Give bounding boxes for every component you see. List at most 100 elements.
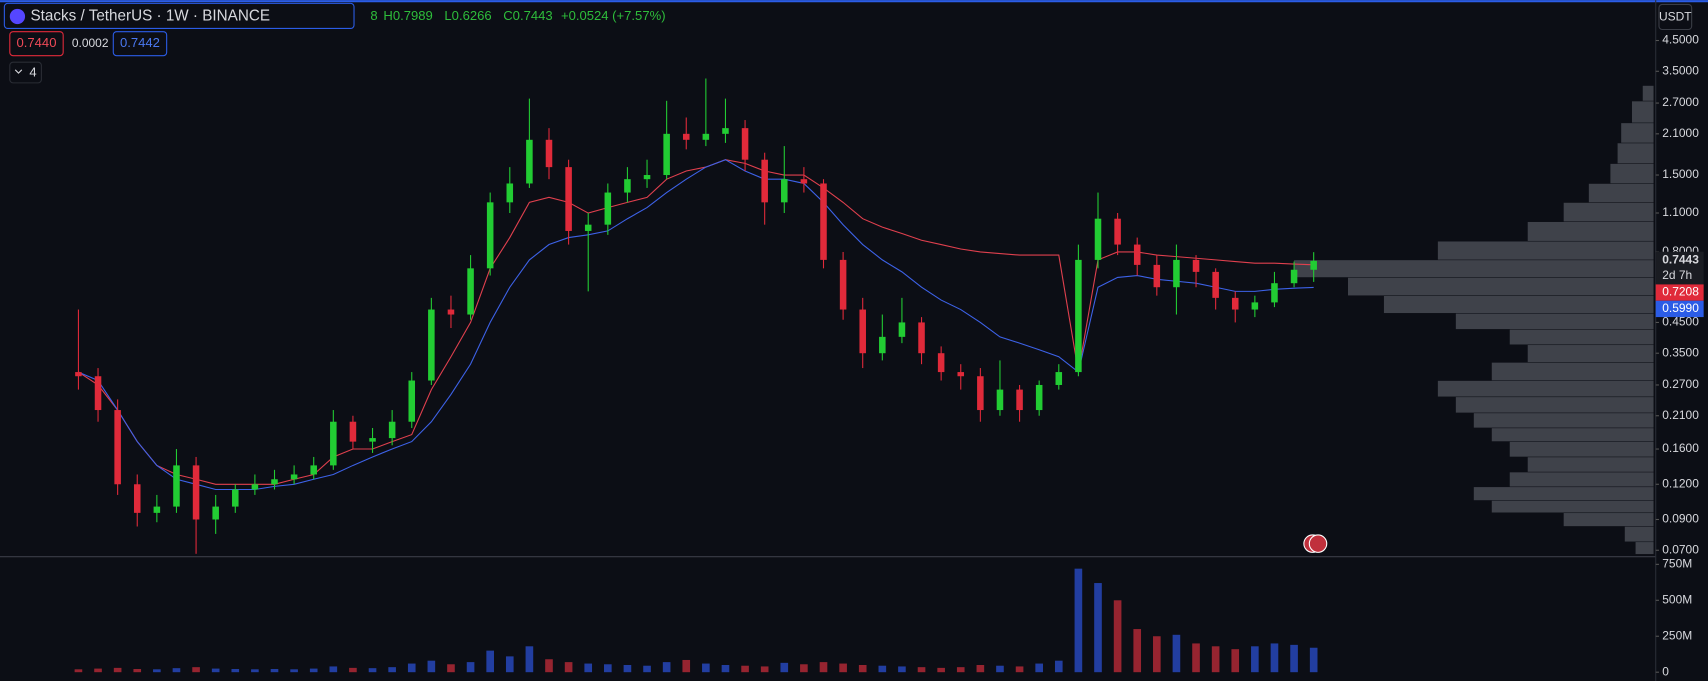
volume-tick-label: 0 <box>1662 664 1669 678</box>
volume-bar <box>153 669 161 673</box>
bid-box[interactable] <box>9 31 64 57</box>
candle-body <box>94 376 102 411</box>
candle-body <box>173 465 180 507</box>
volume-bar <box>74 669 83 673</box>
red-line-price: 0.7208 <box>1662 285 1699 299</box>
candle-body <box>957 372 965 377</box>
candle-body <box>722 128 729 134</box>
candle-body <box>1055 372 1063 385</box>
blue-line-price: 0.5990 <box>1662 301 1699 315</box>
candle-body <box>898 322 906 337</box>
volume-bar <box>1113 600 1122 673</box>
candle-body <box>702 133 710 140</box>
candle-body <box>153 506 161 513</box>
candle-body <box>1114 218 1121 245</box>
y-tick-label: 4.5000 <box>1662 33 1699 47</box>
volume-bar <box>349 667 357 673</box>
candle-body <box>1212 271 1219 298</box>
candle-body <box>820 183 827 260</box>
candle-body <box>330 421 337 466</box>
volume-bar <box>604 664 612 673</box>
volume-bar <box>1251 646 1259 673</box>
volume-bar <box>976 664 985 673</box>
legend-high: H0.7989 <box>383 8 432 23</box>
candle-body <box>800 179 808 184</box>
candle-body <box>996 389 1004 411</box>
volume-bar <box>192 667 200 673</box>
volume-bar <box>133 669 142 673</box>
event-flag[interactable] <box>1308 534 1328 553</box>
volume-bar <box>1094 583 1102 673</box>
candle-body <box>408 380 416 422</box>
volume-tick-label: 500M <box>1662 592 1692 606</box>
candle-body <box>428 309 435 381</box>
candle-body <box>290 474 298 480</box>
volume-profile-bar <box>1527 345 1654 363</box>
blue-line-bg <box>1655 300 1704 318</box>
volume-profile-bar <box>1437 241 1654 260</box>
volume-bar <box>1074 568 1083 673</box>
y-tick-label: 3.5000 <box>1662 63 1699 77</box>
volume-bar <box>682 659 691 673</box>
volume-tick-label: 250M <box>1662 628 1692 642</box>
volume-bar <box>996 665 1004 673</box>
volume-bar <box>662 662 671 673</box>
volume-bar <box>113 667 122 673</box>
volume-profile-bar <box>1491 500 1654 513</box>
volume-profile-bar <box>1588 183 1654 203</box>
volume-profile-bar <box>1642 85 1654 101</box>
volume-tick-label: 750M <box>1662 557 1692 571</box>
candle-body <box>251 484 259 490</box>
volume-bar <box>1309 647 1318 673</box>
candle-body <box>1035 384 1043 411</box>
candle-body <box>604 192 612 225</box>
y-tick-label: 1.1000 <box>1662 205 1699 219</box>
bid-price[interactable]: 0.7440 <box>17 35 57 50</box>
candle-body <box>526 139 533 184</box>
currency-box[interactable] <box>1658 3 1693 31</box>
candle-body <box>879 336 886 354</box>
red-line-bg <box>1655 284 1704 301</box>
volume-profile-bar <box>1563 513 1654 527</box>
volume-bar <box>329 666 338 673</box>
volume-profile-bar <box>1563 202 1654 222</box>
volume-bar <box>211 668 220 673</box>
candle-body <box>663 133 670 176</box>
indicators-toggle[interactable] <box>9 61 42 84</box>
volume-bar <box>937 667 945 673</box>
volume-bar <box>623 664 632 673</box>
volume-bar <box>290 669 298 673</box>
volume-bar <box>1290 644 1298 673</box>
candle-body <box>1290 269 1298 284</box>
symbol-box[interactable] <box>3 2 355 29</box>
y-tick-label: 0.0900 <box>1662 512 1699 526</box>
candle-body <box>1133 244 1141 265</box>
legend-open: 8 <box>370 8 377 23</box>
symbol-title[interactable]: Stacks / TetherUS · 1W · BINANCE <box>31 7 271 24</box>
volume-profile-bar <box>1491 362 1654 381</box>
volume-bar <box>270 669 279 673</box>
volume-profile-bar <box>1527 221 1654 241</box>
volume-bar <box>172 668 181 673</box>
volume-bar <box>1133 629 1142 673</box>
volume-profile-bar <box>1509 441 1654 457</box>
currency[interactable]: USDT <box>1659 10 1692 24</box>
candle-body <box>761 159 768 203</box>
volume-bar <box>741 665 749 673</box>
candle-body <box>1310 260 1317 270</box>
plot-area: 4.50003.50002.70002.10001.50001.10000.80… <box>74 33 1699 678</box>
indicator-count[interactable]: 4 <box>29 65 36 80</box>
candle-body <box>506 183 514 203</box>
candle-body <box>467 268 474 315</box>
volume-bar <box>800 664 808 673</box>
volume-profile-bar <box>1527 457 1654 472</box>
candle-body <box>1016 389 1023 411</box>
ask-price[interactable]: 0.7442 <box>120 35 160 50</box>
ask-box[interactable] <box>112 31 168 57</box>
volume-bar <box>94 668 102 673</box>
volume-bar <box>388 667 396 673</box>
volume-bar <box>1054 660 1063 673</box>
candle-body <box>1075 259 1082 373</box>
